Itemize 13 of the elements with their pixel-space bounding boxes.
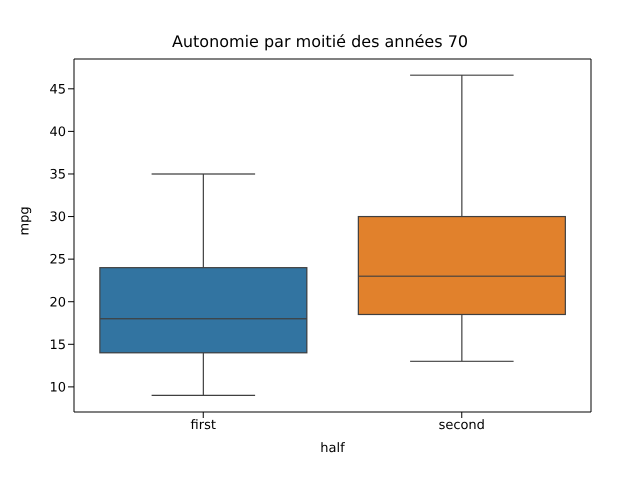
y-tick-label: 35	[49, 168, 66, 183]
y-tick-label: 45	[49, 82, 66, 98]
y-tick-label: 20	[49, 295, 66, 310]
y-axis-title: mpg	[18, 206, 33, 236]
y-tick-label: 10	[49, 380, 66, 396]
x-axis-title: half	[320, 441, 346, 456]
y-tick-label: 25	[49, 252, 66, 268]
x-tick-label: second	[438, 418, 485, 434]
y-tick-label: 15	[49, 338, 66, 353]
y-tick-label: 30	[49, 210, 66, 226]
y-tick-label: 40	[49, 125, 66, 140]
x-tick-label: first	[190, 418, 216, 434]
chart-title: Autonomie par moitié des années 70	[170, 31, 470, 53]
